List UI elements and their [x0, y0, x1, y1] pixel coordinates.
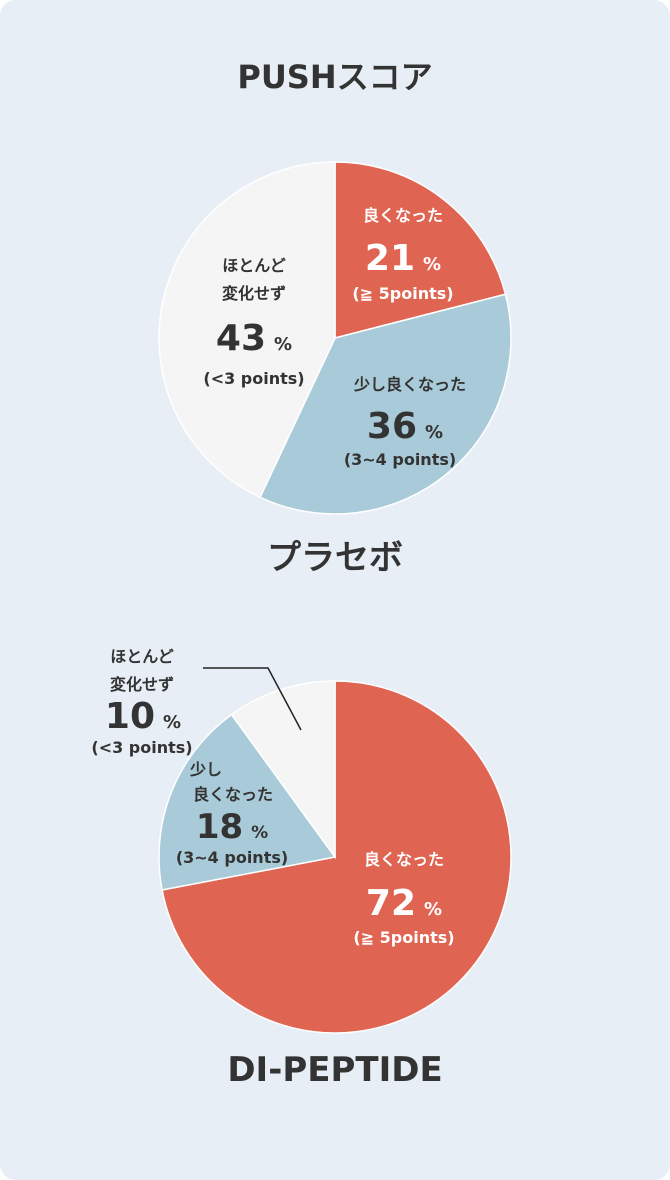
pie-0	[158, 161, 512, 515]
slice-note-dipeptide-nochange: (<3 points)	[91, 738, 192, 757]
slice-value-placebo-slight: 36%	[367, 406, 443, 447]
slice-value-placebo-nochange: 43%	[216, 318, 292, 359]
slice-value-dipeptide-slight: 18%	[196, 807, 268, 847]
chart-title-placebo: プラセボ	[267, 538, 403, 578]
slice-value-dipeptide-nochange: 10%	[105, 696, 181, 737]
pie-slice-1-1	[158, 713, 337, 891]
slice-label-placebo-nochange-line2: 変化せず	[222, 284, 286, 303]
chart-title-dipeptide: DI-PEPTIDE	[227, 1050, 443, 1090]
slice-note-placebo-slight: (3~4 points)	[344, 450, 456, 469]
slice-note-dipeptide-good: (≧ 5points)	[353, 928, 454, 947]
slice-value-placebo-good: 21%	[365, 238, 441, 279]
slice-label-dipeptide-nochange-line1: ほとんど	[110, 647, 174, 666]
slice-label-dipeptide-good: 良くなった	[364, 850, 444, 869]
pie-slice-1-2	[230, 680, 336, 860]
slice-note-placebo-nochange: (<3 points)	[203, 369, 304, 388]
pie-1	[158, 680, 512, 1034]
slice-note-dipeptide-slight: (3~4 points)	[176, 848, 288, 867]
pie-slice-0-1	[259, 293, 512, 515]
slice-label-dipeptide-slight-line1: 少し	[189, 760, 222, 779]
slice-label-placebo-good: 良くなった	[363, 206, 443, 225]
slice-label-placebo-nochange-line1: ほとんど	[222, 256, 286, 275]
slice-note-placebo-good: (≧ 5points)	[352, 284, 453, 303]
slice-label-dipeptide-slight-line2: 良くなった	[193, 785, 273, 804]
slice-value-dipeptide-good: 72%	[366, 883, 442, 924]
pie-slice-1-0	[161, 680, 512, 1034]
slice-label-placebo-slight: 少し良くなった	[353, 375, 466, 394]
pie-slice-0-2	[158, 161, 336, 499]
slice-label-dipeptide-nochange-line2: 変化せず	[110, 675, 174, 694]
leader-line	[203, 667, 302, 731]
page-title: PUSHスコア	[237, 58, 433, 96]
pie-slice-0-0	[334, 161, 507, 339]
